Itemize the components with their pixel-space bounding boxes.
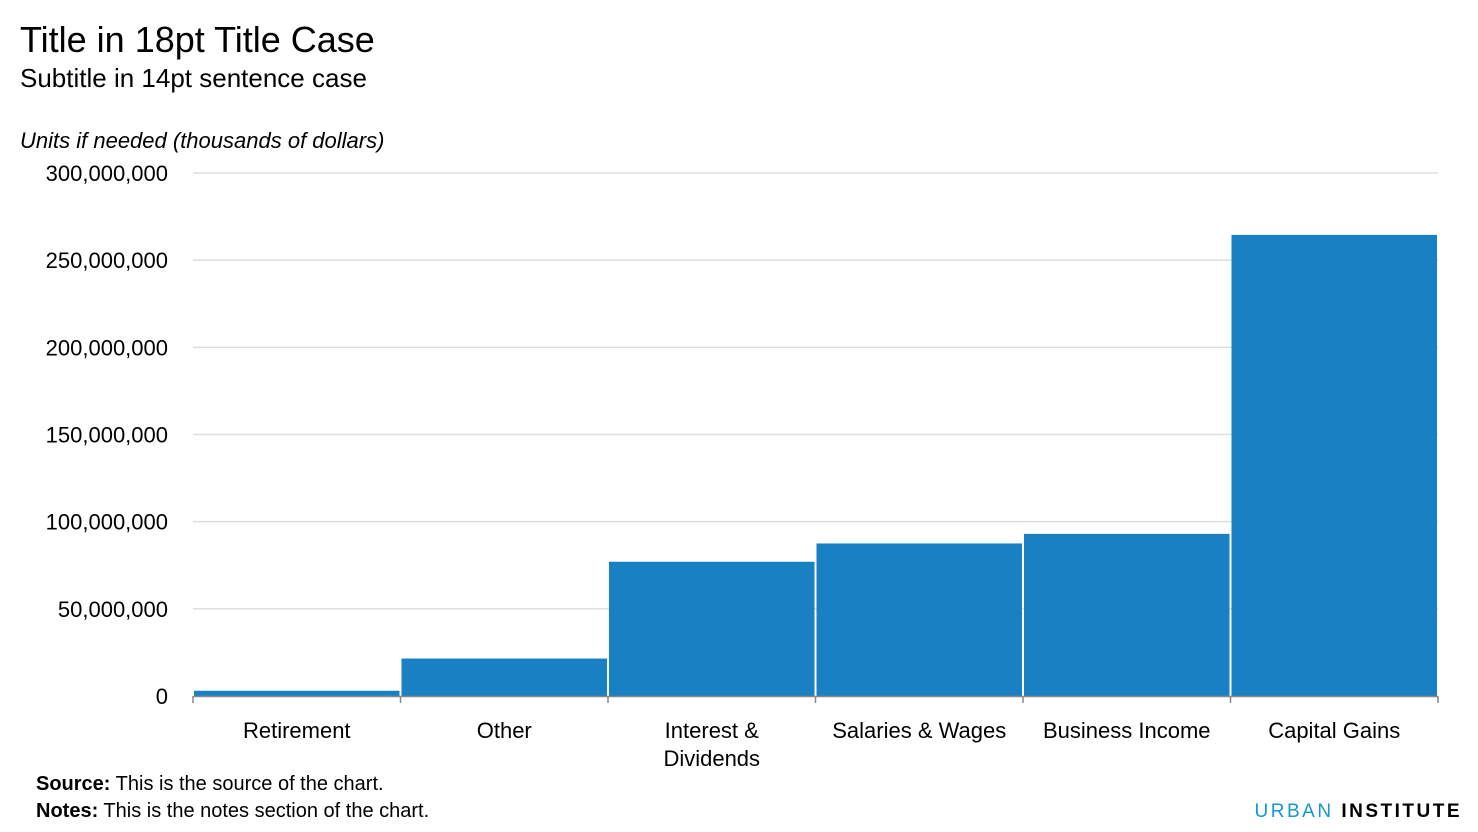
bar	[816, 543, 1022, 696]
chart-subtitle: Subtitle in 14pt sentence case	[20, 63, 367, 93]
y-tick-label: 250,000,000	[46, 248, 168, 273]
logo-institute: INSTITUTE	[1341, 801, 1462, 822]
bar	[401, 658, 607, 696]
logo-urban: URBAN	[1254, 801, 1334, 822]
x-tick-label: Interest & Dividends	[663, 718, 760, 770]
bar	[1024, 533, 1230, 696]
x-tick-label: Other	[477, 718, 532, 743]
notes-label: Notes:	[36, 800, 99, 822]
y-tick-label: 150,000,000	[46, 423, 168, 448]
notes-text: This is the notes section of the chart.	[98, 800, 430, 822]
x-tick-label: Retirement	[243, 718, 351, 743]
bar	[1231, 234, 1437, 696]
source-note: Source: This is the source of the chart.	[36, 771, 384, 797]
y-tick-label: 300,000,000	[46, 161, 168, 186]
x-tick-label: Salaries & Wages	[832, 718, 1006, 743]
x-tick-label: Capital Gains	[1268, 718, 1400, 743]
chart-title: Title in 18pt Title Case	[20, 19, 375, 60]
y-axis-units-label: Units if needed (thousands of dollars)	[20, 128, 385, 153]
urban-institute-logo: URBAN INSTITUTE	[1255, 800, 1462, 824]
y-tick-label: 100,000,000	[46, 510, 168, 535]
y-tick-label: 50,000,000	[58, 597, 168, 622]
source-text: This is the source of the chart.	[110, 773, 384, 795]
bar	[194, 690, 400, 696]
y-tick-label: 0	[156, 684, 168, 709]
source-label: Source:	[36, 773, 111, 795]
bar-chart: 0 50,000,000 100,000,000 150,000,000 200,000…	[46, 161, 1439, 770]
x-tick-label: Business Income	[1043, 718, 1211, 743]
y-tick-label: 200,000,000	[46, 335, 168, 360]
notes-note: Notes: This is the notes section of the …	[36, 798, 429, 824]
bar	[609, 561, 815, 696]
